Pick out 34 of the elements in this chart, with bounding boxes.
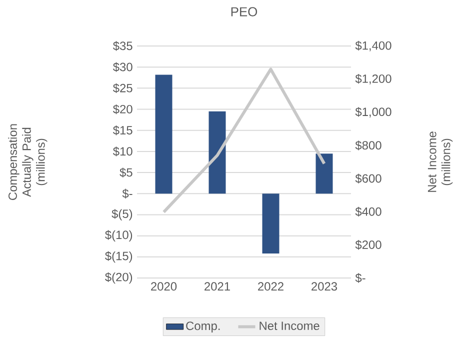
y-tick-label: $35 — [112, 41, 132, 51]
y-tick-label: $25 — [112, 83, 132, 94]
y-tick-label: $- — [122, 188, 132, 198]
y-tick-label: $20 — [112, 104, 132, 114]
y-tick-label: $(15) — [105, 251, 132, 263]
y2-tick-label: $1,000 — [355, 107, 392, 118]
y2-tick-label: $600 — [355, 174, 382, 184]
y2-axis-title: Net Income (millions) — [428, 132, 453, 192]
x-tick-label: 2021 — [204, 282, 230, 291]
y-axis-title: Compensation Actually Paid (millions) — [8, 124, 48, 200]
x-tick-label: 2023 — [312, 282, 338, 291]
y-tick-label: $10 — [112, 146, 132, 156]
y-tick-label: $5 — [120, 168, 132, 178]
bar — [262, 194, 280, 254]
x-tick-label: 2020 — [151, 282, 177, 291]
bar — [316, 154, 333, 194]
y2-tick-label: $1,400 — [355, 40, 392, 52]
y-tick-label: $(5) — [112, 209, 132, 220]
y-tick-label: $15 — [112, 126, 132, 136]
legend-label: Comp. — [186, 322, 220, 332]
y2-tick-label: $1,200 — [355, 74, 392, 84]
x-tick-label: 2022 — [258, 282, 284, 291]
y-tick-label: $30 — [112, 62, 132, 72]
y2-tick-label: $400 — [355, 206, 382, 217]
line-series — [162, 68, 326, 214]
y-tick-label: $(20) — [105, 272, 132, 284]
legend-label: Net Income — [260, 322, 320, 330]
y2-tick-label: $800 — [355, 140, 382, 150]
y2-tick-label: $200 — [355, 240, 382, 250]
y-tick-label: $(10) — [105, 230, 132, 242]
y2-tick-label: $- — [355, 273, 366, 283]
chart-title: PEO — [231, 7, 258, 16]
bar — [155, 74, 172, 194]
bar — [208, 111, 226, 194]
